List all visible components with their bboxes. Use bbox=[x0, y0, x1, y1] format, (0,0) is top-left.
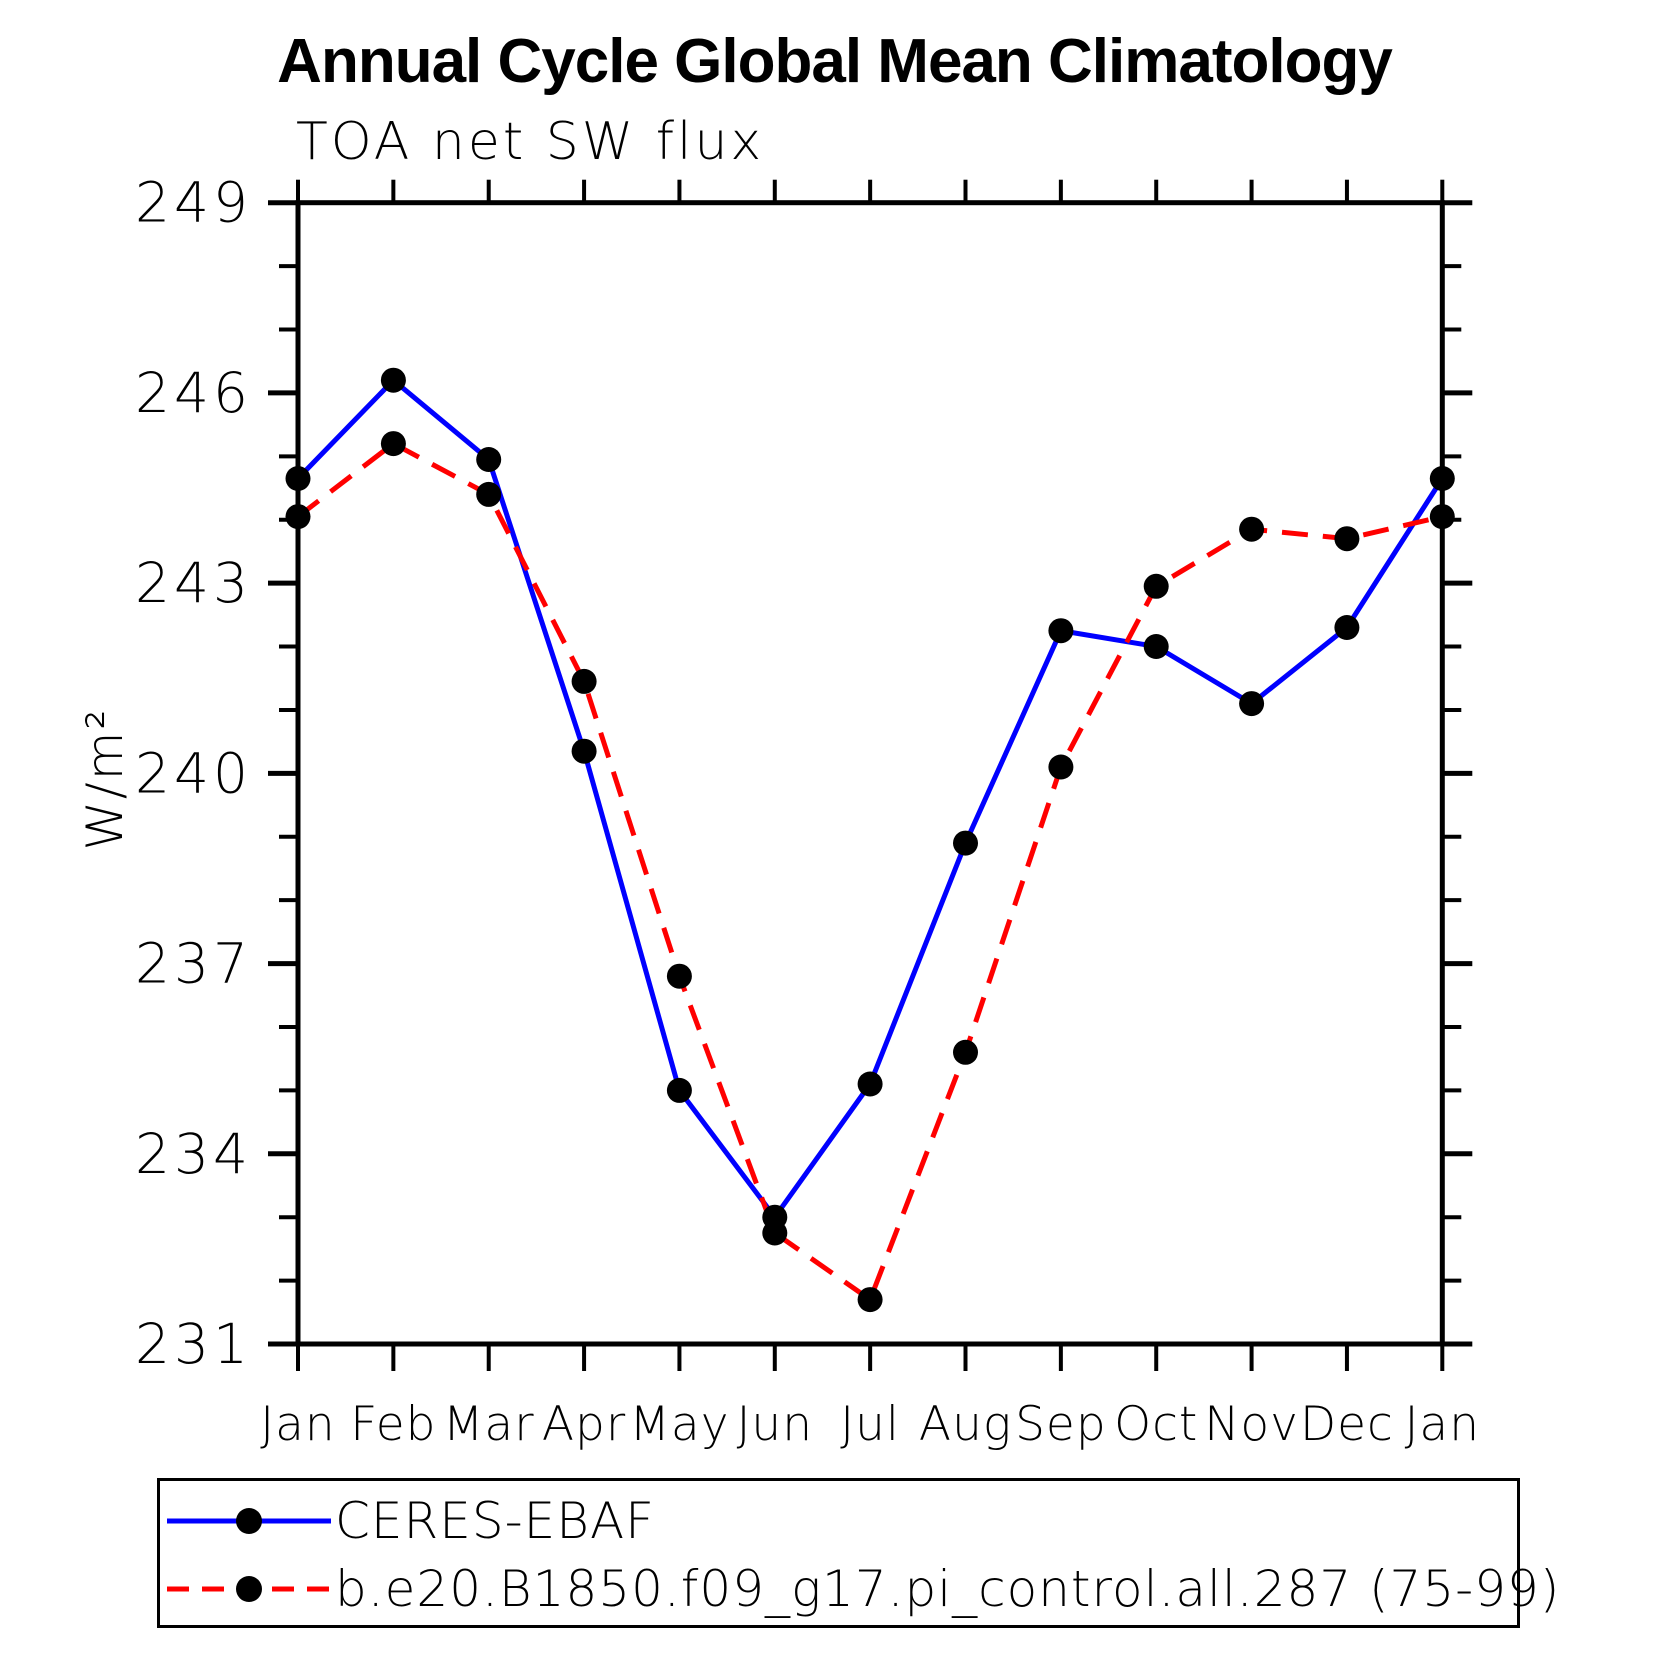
data-point bbox=[1143, 573, 1169, 599]
y-tick-label: 231 bbox=[135, 1312, 252, 1376]
x-tick-label: Sep bbox=[1015, 1397, 1107, 1452]
y-tick-label: 246 bbox=[135, 361, 252, 425]
legend-swatch-dashed-line bbox=[167, 1576, 331, 1602]
data-point bbox=[1334, 526, 1360, 552]
chart-subtitle: TOA net SW flux bbox=[296, 112, 765, 172]
data-point bbox=[762, 1220, 788, 1246]
y-tick-label: 234 bbox=[135, 1122, 252, 1186]
x-tick-label: Aug bbox=[919, 1397, 1012, 1452]
data-point bbox=[1143, 634, 1169, 659]
y-tick-label: 249 bbox=[135, 171, 252, 235]
data-point bbox=[380, 431, 406, 457]
legend-entry-ceres: CERES-EBAF bbox=[165, 1492, 655, 1550]
data-point bbox=[1334, 615, 1360, 640]
legend-swatch-solid-line bbox=[167, 1508, 331, 1534]
y-tick-label: 243 bbox=[135, 551, 252, 615]
legend-label-ceres: CERES-EBAF bbox=[335, 1492, 655, 1550]
data-point bbox=[1048, 618, 1074, 644]
data-point bbox=[953, 830, 978, 856]
data-point bbox=[666, 963, 692, 989]
x-tick-label: Mar bbox=[443, 1397, 535, 1452]
data-point bbox=[476, 447, 502, 472]
x-tick-label: Feb bbox=[350, 1397, 436, 1452]
data-point bbox=[857, 1071, 883, 1097]
legend-marker-dot bbox=[236, 1508, 262, 1534]
data-point bbox=[285, 466, 311, 491]
y-tick-label: 240 bbox=[135, 741, 252, 805]
chart-title: Annual Cycle Global Mean Climatology bbox=[277, 27, 1393, 96]
data-point bbox=[285, 504, 311, 530]
legend-box: CERES-EBAF b.e20.B1850.f09_g17.pi_contro… bbox=[157, 1478, 1559, 1628]
x-tick-label: Nov bbox=[1204, 1397, 1299, 1452]
legend-marker-dot bbox=[236, 1576, 262, 1602]
data-point bbox=[953, 1039, 978, 1065]
data-point bbox=[857, 1287, 883, 1313]
data-point bbox=[1429, 504, 1455, 530]
data-point bbox=[571, 668, 597, 694]
series-line-dashed bbox=[296, 440, 1443, 1304]
data-point bbox=[476, 481, 502, 507]
data-point bbox=[571, 738, 597, 764]
legend-entry-model: b.e20.B1850.f09_g17.pi_control.all.287 (… bbox=[165, 1560, 1561, 1618]
plot-frame bbox=[295, 200, 1445, 1347]
y-tick-label: 237 bbox=[135, 932, 252, 996]
data-point bbox=[1239, 691, 1265, 717]
x-tick-label: May bbox=[629, 1397, 729, 1452]
data-point bbox=[1239, 516, 1265, 542]
data-point bbox=[380, 367, 406, 393]
data-point bbox=[666, 1077, 692, 1103]
x-tick-label: Dec bbox=[1300, 1397, 1394, 1452]
x-tick-label: Apr bbox=[542, 1397, 626, 1452]
x-tick-label: Oct bbox=[1114, 1397, 1198, 1452]
x-tick-label: Jan bbox=[1405, 1397, 1480, 1452]
data-point bbox=[1429, 466, 1455, 491]
x-tick-label: Jun bbox=[737, 1397, 813, 1452]
data-point bbox=[1048, 754, 1074, 780]
x-tick-label: Jan bbox=[260, 1397, 335, 1452]
legend-label-model: b.e20.B1850.f09_g17.pi_control.all.287 (… bbox=[335, 1560, 1561, 1618]
x-tick-label: Jul bbox=[840, 1397, 900, 1452]
